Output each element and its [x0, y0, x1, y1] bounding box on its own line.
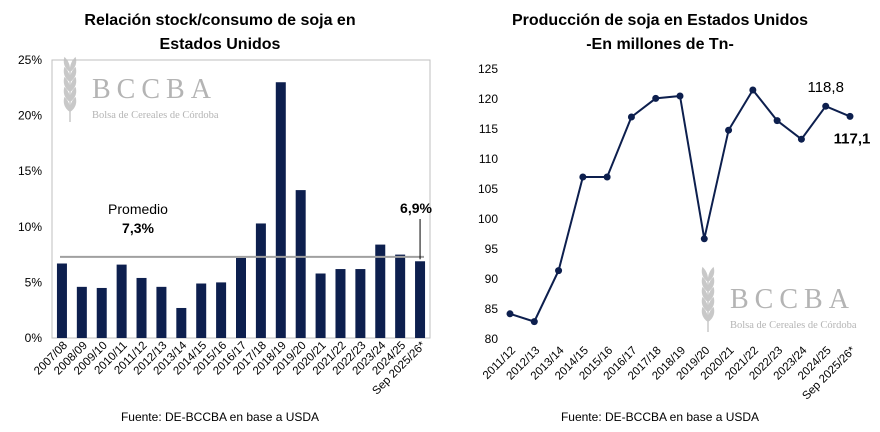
y-tick-label: 125: [478, 62, 498, 76]
watermark-leaf: [69, 96, 77, 112]
bar: [255, 223, 266, 338]
bar: [136, 277, 147, 338]
y-tick-label: 5%: [25, 275, 43, 289]
watermark-leaf: [63, 86, 71, 102]
watermark-leaf: [707, 266, 715, 282]
bar-chart: BCCBA Bolsa de Cereales de Córdoba 0% 5% 10…: [18, 53, 433, 397]
line-chart-series: [506, 86, 854, 326]
bar: [415, 261, 426, 338]
bar-chart-title-line1: Relación stock/consumo de soja en: [84, 12, 356, 29]
watermark-leaf: [707, 276, 715, 292]
y-tick-label: 120: [478, 92, 498, 106]
line-chart-title-line1: Producción de soja en Estados Unidos: [511, 12, 809, 29]
data-point: [627, 113, 635, 121]
watermark-leaf: [707, 286, 715, 302]
y-tick-label: 100: [478, 212, 498, 226]
watermark-leaf: [69, 66, 77, 82]
production-chart-panel: Producción de soja en Estados Unidos -En…: [440, 0, 880, 432]
y-tick-label: 80: [485, 332, 499, 346]
watermark-leaf: [701, 276, 709, 292]
y-tick-label: 15%: [18, 164, 42, 178]
data-point: [725, 126, 733, 134]
y-tick-label: 85: [485, 302, 499, 316]
line-chart-title-line2: -En millones de Tn-: [586, 36, 734, 53]
line-chart: BCCBA Bolsa de Cereales de Córdoba 80 85 90…: [478, 62, 870, 402]
data-point: [822, 102, 830, 110]
bar: [295, 190, 306, 338]
bar-chart-source: Fuente: DE-BCCBA en base a USDA: [120, 410, 320, 424]
bar-chart-title-line2: Estados Unidos: [159, 36, 281, 53]
average-value-label: 7,3%: [122, 220, 154, 236]
watermark-logo: BCCBA Bolsa de Cereales de Córdoba: [701, 266, 857, 332]
data-point: [749, 86, 757, 94]
watermark-leaf: [69, 56, 77, 72]
watermark-leaf: [69, 86, 77, 102]
watermark-subtitle: Bolsa de Cereales de Córdoba: [730, 320, 857, 331]
bar: [315, 273, 326, 338]
bar: [375, 244, 386, 338]
watermark-leaf: [63, 76, 71, 92]
y-tick-label: 20%: [18, 109, 42, 123]
watermark-leaf: [63, 56, 71, 72]
bar: [56, 263, 67, 338]
bar: [76, 286, 87, 338]
data-point: [579, 173, 587, 181]
watermark-leaf: [69, 76, 77, 92]
data-point: [773, 117, 781, 125]
watermark-leaf: [63, 96, 71, 112]
data-point: [603, 173, 611, 181]
watermark-leaf: [63, 66, 71, 82]
y-tick-label: 115: [479, 122, 498, 136]
y-tick-label: 10%: [18, 220, 42, 234]
bar: [176, 307, 187, 338]
bar: [355, 269, 366, 338]
y-tick-label: 105: [478, 182, 498, 196]
bar: [395, 254, 406, 338]
data-point: [700, 235, 708, 243]
data-point: [797, 135, 805, 143]
watermark-leaf: [701, 296, 709, 312]
bar: [236, 257, 246, 338]
data-point: [555, 267, 563, 275]
bar: [156, 286, 167, 338]
y-tick-label: 0%: [25, 331, 43, 345]
bar: [116, 264, 127, 338]
watermark-leaf: [701, 306, 709, 322]
bar: [216, 282, 227, 338]
watermark-leaf: [707, 306, 715, 322]
line-chart-axes: 808590951001051101151201252011/122012/13…: [478, 62, 859, 402]
data-label-2024-25: 118,8: [807, 79, 843, 96]
last-value-label: 6,9%: [400, 200, 432, 216]
y-tick-label: 95: [485, 242, 499, 256]
bar-chart-bars: [56, 82, 426, 339]
y-tick-label: 90: [485, 272, 499, 286]
data-point: [676, 92, 684, 100]
watermark-leaf: [701, 266, 709, 282]
bar-chart-axes: 0%5%10%15%20%25%2007/082008/092009/10201…: [18, 53, 431, 397]
data-point: [506, 310, 514, 318]
watermark-logo: BCCBA Bolsa de Cereales de Córdoba: [63, 56, 219, 122]
bar: [196, 283, 207, 338]
bar-chart-annotations: Promedio 7,3% 6,9%: [60, 200, 433, 260]
watermark-subtitle: Bolsa de Cereales de Córdoba: [92, 110, 219, 121]
y-tick-label: 110: [479, 152, 498, 166]
watermark-letters: BCCBA: [730, 284, 855, 315]
stock-consumption-chart-panel: Relación stock/consumo de soja en Estado…: [18, 12, 433, 424]
watermark-letters: BCCBA: [92, 74, 217, 105]
data-point: [652, 94, 660, 102]
data-label-last: 117,1: [834, 130, 871, 147]
watermark-leaf: [701, 286, 709, 302]
y-tick-label: 25%: [18, 53, 42, 67]
bar: [275, 82, 286, 339]
data-point: [846, 112, 854, 120]
line-chart-source: Fuente: DE-BCCBA en base a USDA: [560, 410, 760, 424]
bar: [96, 287, 107, 338]
watermark-leaf: [707, 296, 715, 312]
average-label: Promedio: [108, 201, 168, 217]
line-chart-annotations: 118,8 117,1: [807, 79, 870, 147]
data-point: [530, 318, 538, 326]
bar: [335, 269, 346, 338]
